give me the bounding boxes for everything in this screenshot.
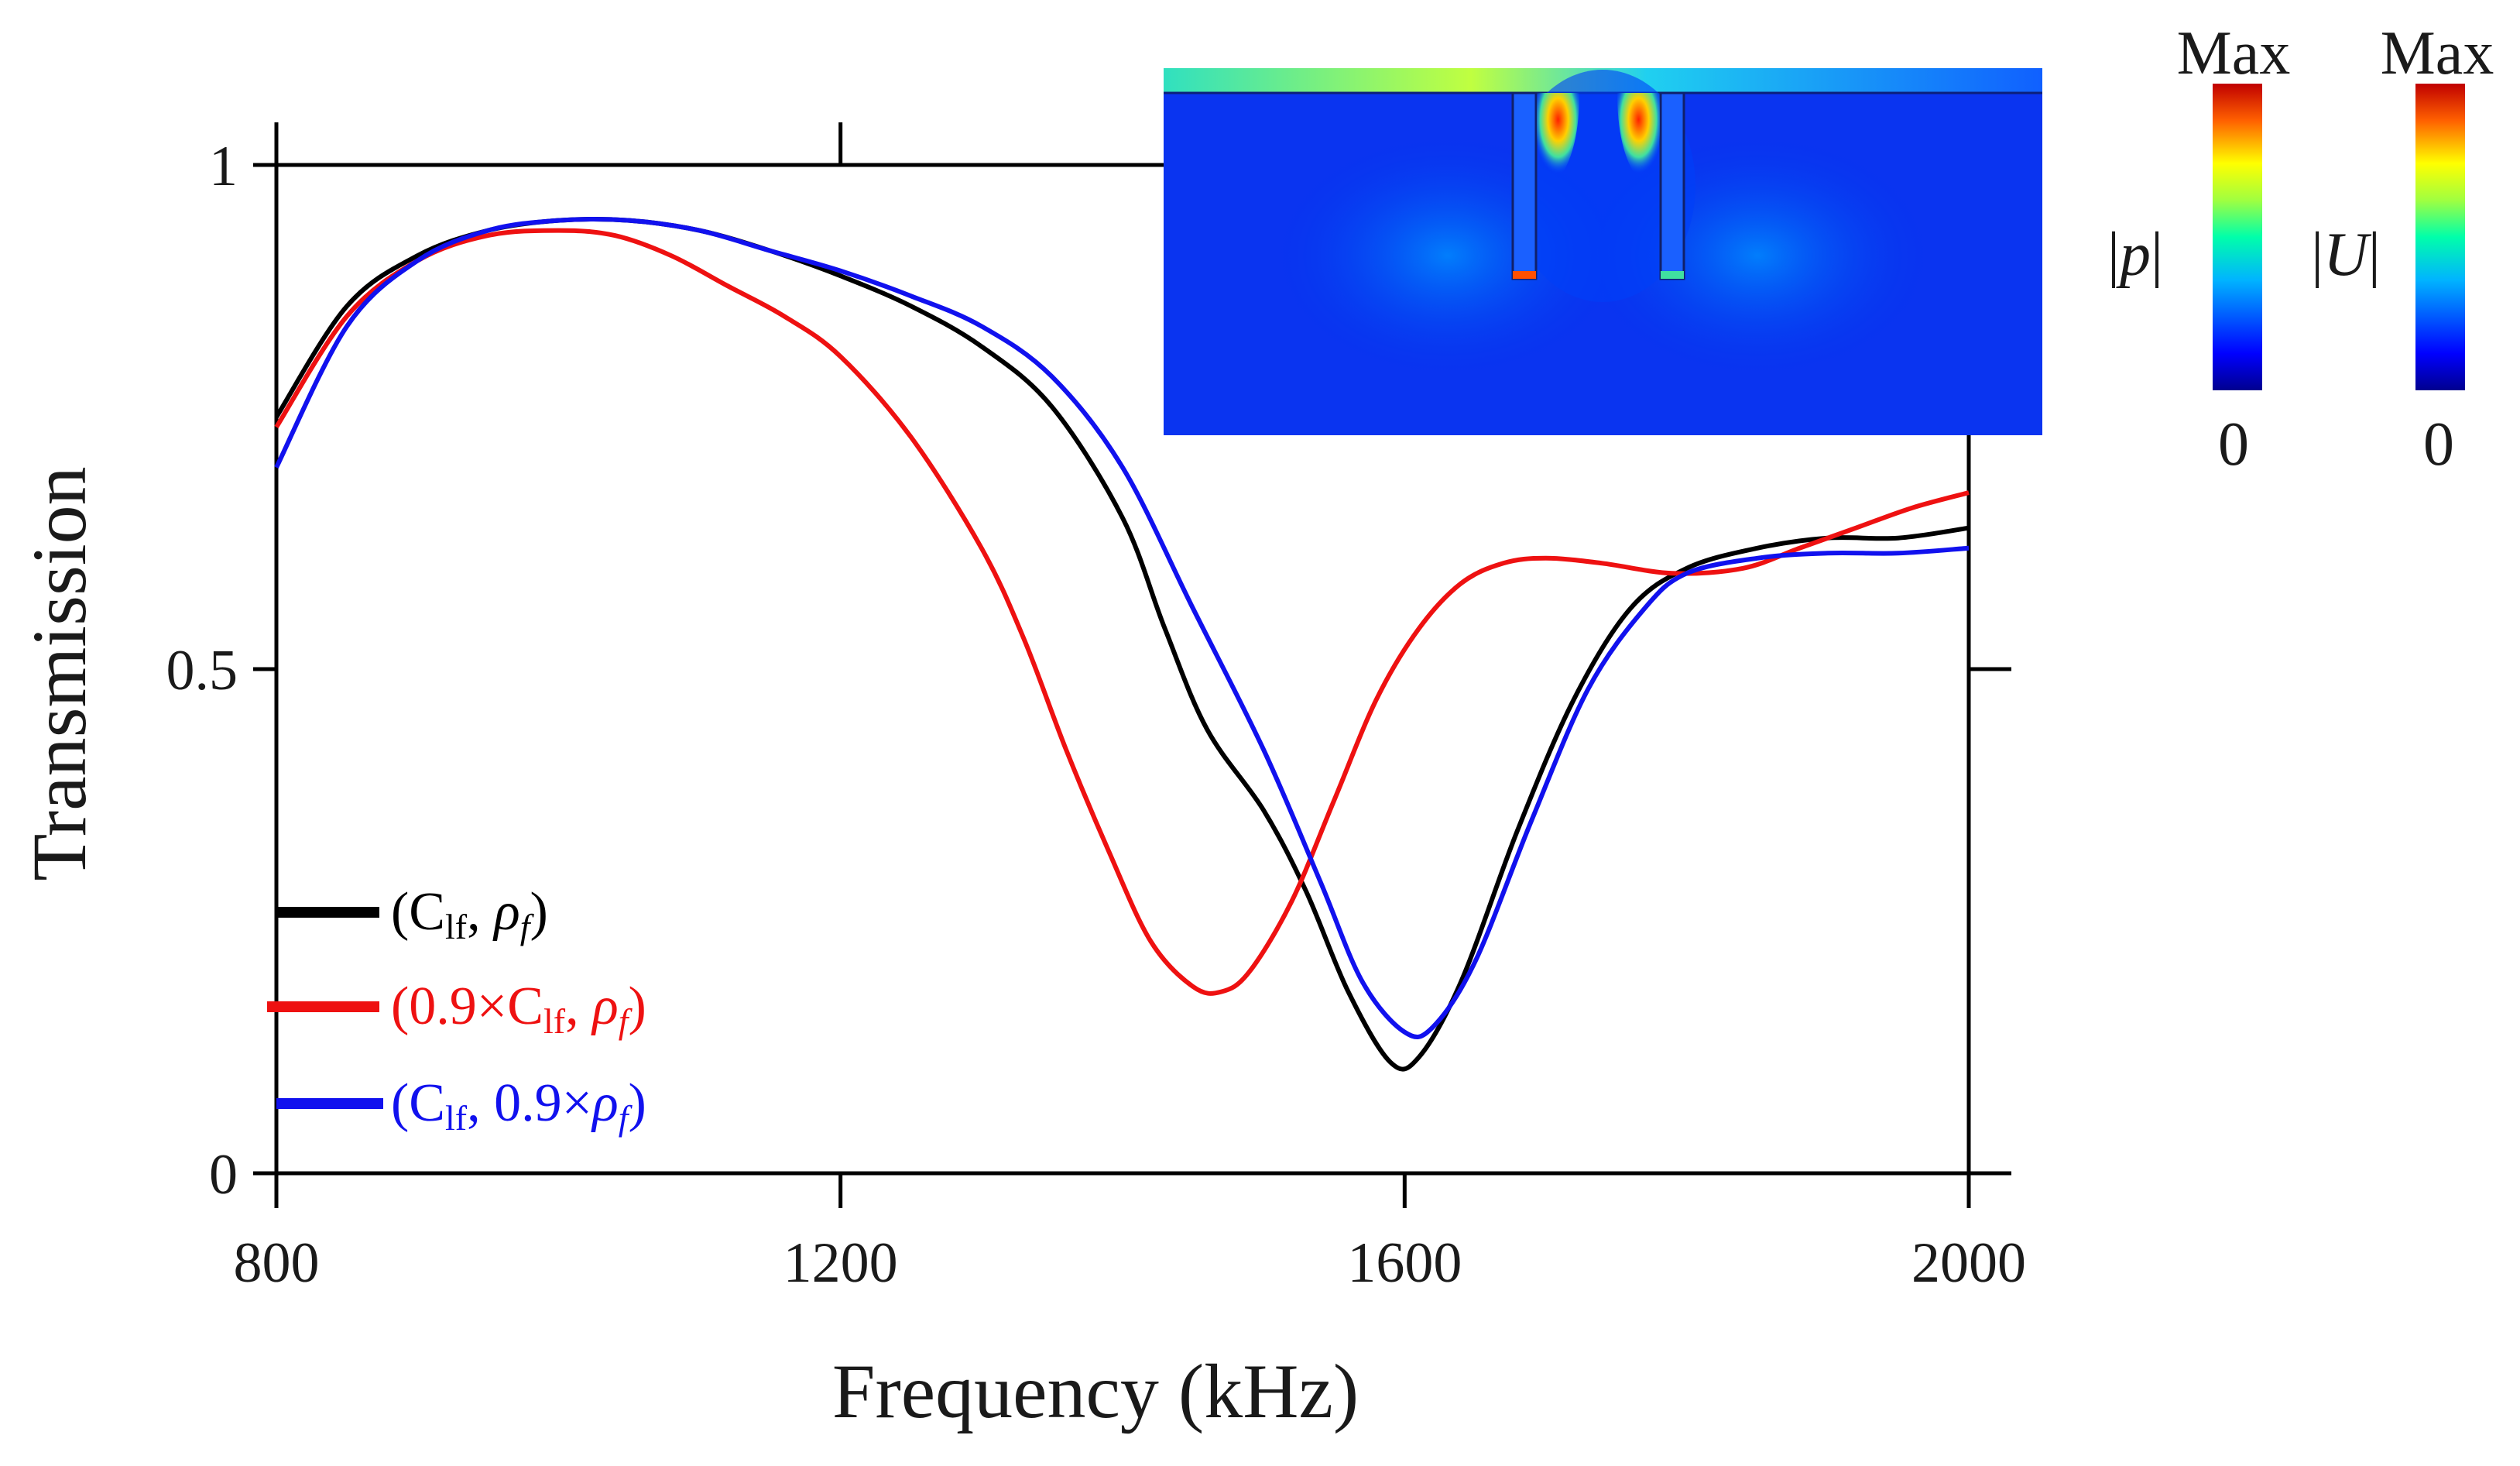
colorbar-displacement-gradient — [2415, 84, 2465, 390]
field-map-inset — [1164, 68, 2042, 435]
y-axis-title: Transmission — [16, 466, 102, 881]
colorbar-pressure-max: Max — [2177, 19, 2291, 88]
inset-right-hotspot — [1617, 93, 1660, 182]
x-axis: 800 1200 1600 2000 — [234, 122, 2026, 1295]
colorbar-pressure: Max 0 |p| — [2107, 19, 2290, 479]
inset-left-pillar — [1511, 91, 1538, 280]
colorbar-pressure-min: 0 — [2218, 410, 2249, 479]
inset-left-pillar-base — [1513, 271, 1536, 279]
y-tick-label: 0 — [209, 1143, 238, 1207]
colorbar-pressure-label: |p| — [2107, 221, 2163, 289]
y-tick-label: 0.5 — [166, 639, 238, 702]
colorbar-pressure-gradient — [2213, 84, 2262, 390]
x-tick-label: 1200 — [783, 1231, 898, 1295]
x-tick-label: 800 — [234, 1231, 320, 1295]
colorbar-displacement: Max 0 |U| — [2311, 19, 2494, 479]
legend-label-blue: (Clf, 0.9×ρf) — [391, 1073, 646, 1138]
legend-label-red: (0.9×Clf, ρf) — [391, 977, 646, 1041]
colorbar-displacement-max: Max — [2381, 19, 2494, 88]
x-tick-label: 2000 — [1911, 1231, 2026, 1295]
inset-right-pillar — [1659, 91, 1685, 280]
x-axis-title: Frequency (kHz) — [832, 1348, 1359, 1434]
series-layer — [274, 216, 1970, 1072]
series-line-blue — [274, 216, 1970, 1039]
colorbar-displacement-min: 0 — [2423, 410, 2454, 479]
colorbar-displacement-label: |U| — [2311, 221, 2381, 289]
y-tick-label: 1 — [209, 135, 238, 198]
x-tick-label: 1600 — [1347, 1231, 1462, 1295]
series-line-red — [274, 228, 1970, 996]
legend-label-black: (Clf, ρf) — [391, 882, 548, 946]
inset-right-pillar-base — [1661, 271, 1684, 279]
y-axis: 00.51 — [166, 135, 2011, 1207]
inset-left-hotspot — [1537, 93, 1579, 182]
legend: (Clf, ρf) (0.9×Clf, ρf) (Clf, 0.9×ρf) — [267, 882, 646, 1138]
